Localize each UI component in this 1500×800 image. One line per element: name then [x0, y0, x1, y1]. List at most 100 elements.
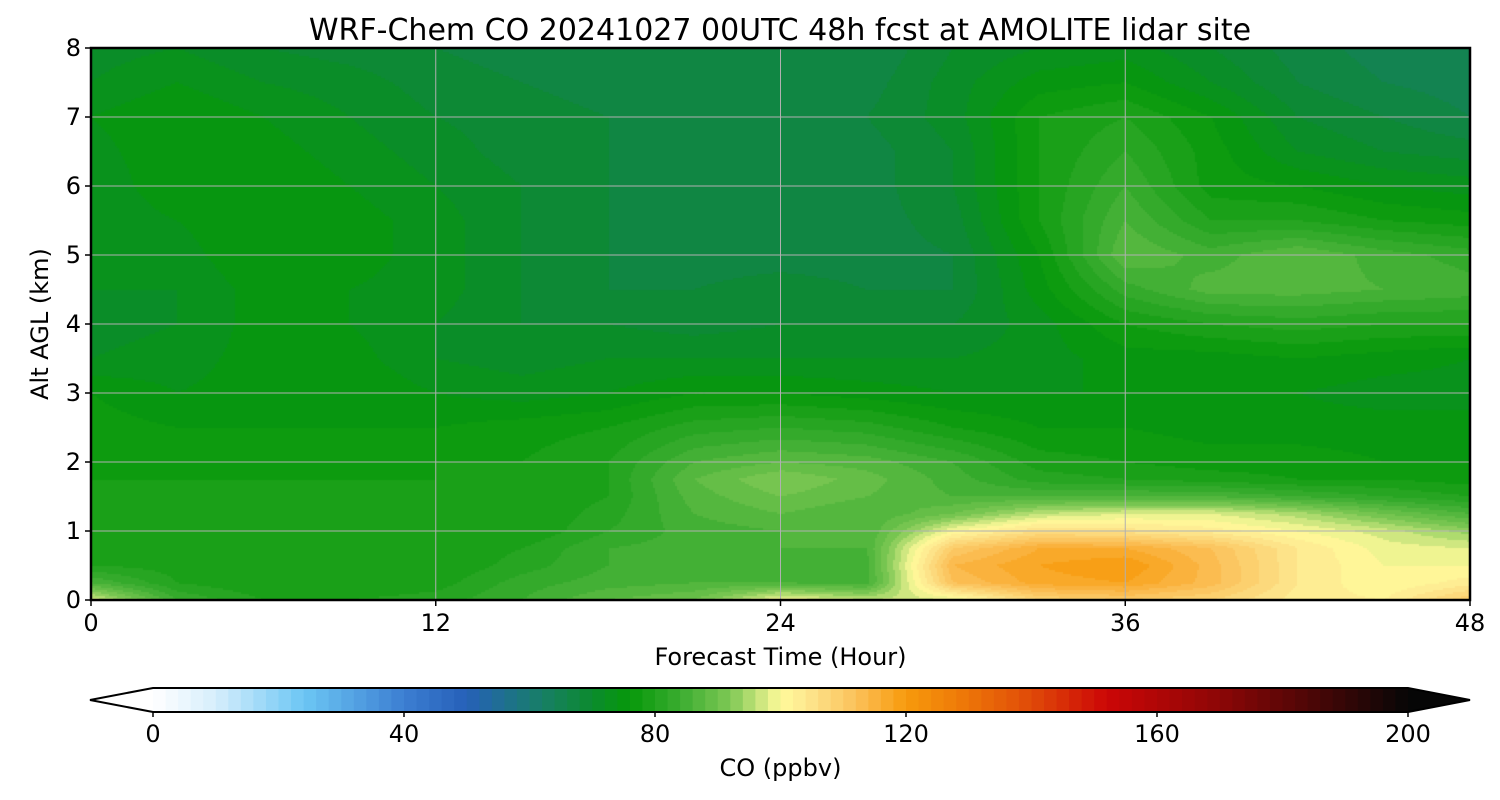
x-axis-ticks: 0 12 24 36 48	[83, 600, 1485, 637]
colorbar-swatch	[667, 688, 681, 712]
colorbar-swatch	[516, 688, 531, 712]
colorbar-swatch	[466, 688, 480, 712]
colorbar-swatch	[918, 688, 932, 712]
colorbar-swatch	[391, 688, 405, 712]
y-tick-label: 8	[66, 34, 81, 62]
colorbar-swatch	[604, 688, 618, 712]
colorbar-swatch	[805, 688, 819, 712]
colorbar-swatch	[1031, 688, 1045, 712]
colorbar-swatch	[931, 688, 945, 712]
colorbar-swatch	[416, 688, 430, 712]
colorbar-swatch	[868, 688, 882, 712]
colorbar-swatch	[178, 688, 192, 712]
colorbar-swatch	[1069, 688, 1083, 712]
colorbar-swatch	[1044, 688, 1058, 712]
colorbar-swatch	[567, 688, 581, 712]
colorbar-swatch	[742, 688, 756, 712]
colorbar-swatch	[1382, 688, 1397, 712]
colorbar-swatch	[529, 688, 543, 712]
colorbar-swatch	[780, 688, 794, 712]
colorbar-swatch	[981, 688, 995, 712]
y-tick-label: 4	[66, 310, 81, 338]
colorbar-swatch	[717, 688, 731, 712]
colorbar-swatch	[617, 688, 631, 712]
colorbar-swatch	[1332, 688, 1346, 712]
colorbar-swatch	[692, 688, 706, 712]
y-tick-label: 7	[66, 103, 81, 131]
colorbar-swatch	[554, 688, 568, 712]
colorbar-swatch	[1056, 688, 1070, 712]
colorbar-swatch	[491, 688, 505, 712]
colorbar-swatch	[1269, 688, 1284, 712]
y-axis-ticks: 0 1 2 3 4 5 6 7 8	[66, 34, 91, 614]
y-tick-label: 2	[66, 448, 81, 476]
colorbar-swatch	[793, 688, 807, 712]
colorbar-swatch	[642, 688, 656, 712]
colorbar-swatch	[203, 688, 217, 712]
colorbar-swatch	[880, 688, 895, 712]
x-tick-label: 36	[1110, 609, 1141, 637]
colorbar-swatch	[1345, 688, 1359, 712]
colorbar-tick-label: 160	[1134, 720, 1180, 748]
colorbar-swatch	[404, 688, 418, 712]
colorbar-swatch	[993, 688, 1007, 712]
y-tick-label: 3	[66, 379, 81, 407]
colorbar-swatch	[265, 688, 280, 712]
colorbar-swatch	[1018, 688, 1033, 712]
colorbar-ticks: 0 40 80 120 160 200	[145, 712, 1431, 748]
colorbar-swatch	[278, 688, 292, 712]
colorbar-swatch	[542, 688, 556, 712]
colorbar-swatch	[968, 688, 982, 712]
colorbar-tick-label: 200	[1385, 720, 1431, 748]
y-tick-label: 6	[66, 172, 81, 200]
colorbar-swatch	[1282, 688, 1296, 712]
colorbar-swatch	[655, 688, 669, 712]
colorbar-swatch	[153, 688, 167, 712]
colorbar-swatch	[705, 688, 719, 712]
colorbar-swatch	[855, 688, 869, 712]
x-tick-label: 12	[420, 609, 451, 637]
colorbar-swatch	[378, 688, 393, 712]
colorbar-tick-label: 0	[145, 720, 160, 748]
colorbar-swatch	[1157, 688, 1171, 712]
colorbar-swatch	[504, 688, 518, 712]
colorbar-swatch	[1169, 688, 1183, 712]
colorbar-swatch	[1395, 688, 1409, 712]
colorbar-swatch	[1295, 688, 1309, 712]
y-axis-label: Alt AGL (km)	[26, 248, 54, 400]
colorbar-swatch	[830, 688, 844, 712]
colorbar-swatch	[215, 688, 229, 712]
colorbar-swatch	[767, 688, 782, 712]
colorbar-swatch	[291, 688, 305, 712]
colorbar-swatch	[680, 688, 694, 712]
colorbar-swatch	[454, 688, 468, 712]
colorbar-swatch	[366, 688, 380, 712]
colorbar-swatch	[165, 688, 179, 712]
y-tick-label: 5	[66, 241, 81, 269]
colorbar-tick-label: 40	[389, 720, 420, 748]
colorbar-swatch	[1131, 688, 1146, 712]
y-tick-label: 0	[66, 586, 81, 614]
colorbar-swatch	[228, 688, 242, 712]
colorbar-over-arrow	[1408, 688, 1470, 712]
colorbar-swatch	[1194, 688, 1208, 712]
colorbar-swatch	[1006, 688, 1020, 712]
colorbar-swatch	[429, 688, 443, 712]
colorbar-swatch	[328, 688, 342, 712]
x-tick-label: 0	[83, 609, 98, 637]
colorbar-swatch	[303, 688, 317, 712]
colorbar-swatch	[353, 688, 367, 712]
x-tick-label: 48	[1455, 609, 1486, 637]
colorbar-swatch	[1232, 688, 1246, 712]
colorbar-swatch	[441, 688, 455, 712]
colorbar	[89, 687, 1471, 713]
colorbar-swatch	[1257, 688, 1271, 712]
colorbar-tick-label: 120	[883, 720, 929, 748]
colorbar-swatch	[843, 688, 857, 712]
y-tick-label: 1	[66, 517, 81, 545]
colorbar-swatch	[479, 688, 493, 712]
colorbar-swatch	[579, 688, 593, 712]
chart-title: WRF-Chem CO 20241027 00UTC 48h fcst at A…	[309, 13, 1251, 48]
colorbar-swatch	[1182, 688, 1196, 712]
